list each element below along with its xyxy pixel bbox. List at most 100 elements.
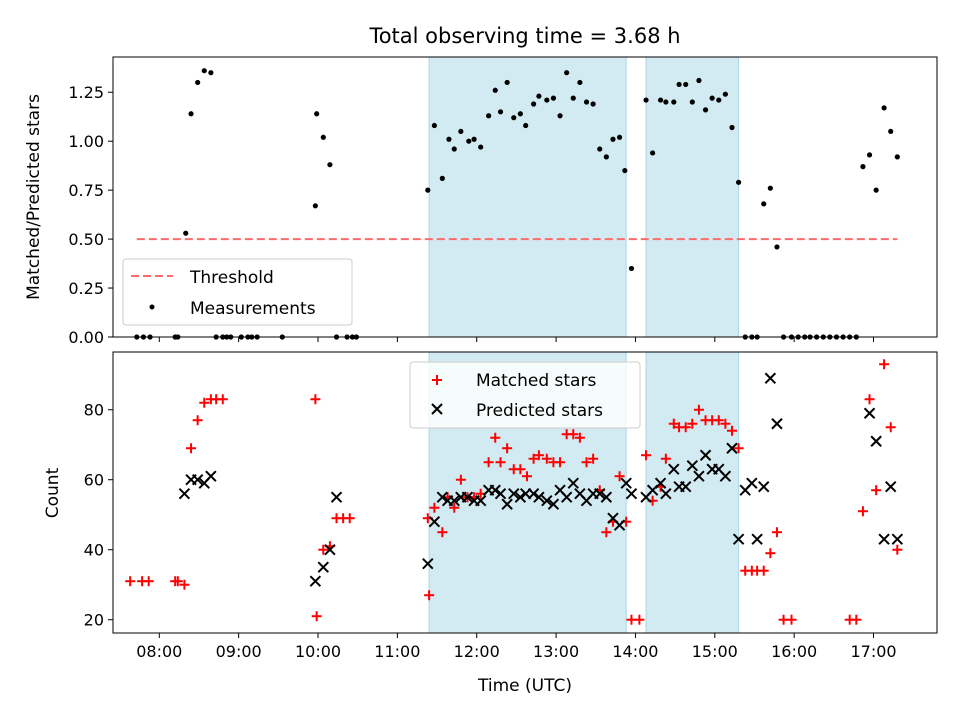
ratio-panel-ytick-label: 0.25: [68, 279, 104, 298]
count-panel-xtick-label: 15:00: [692, 642, 738, 661]
matched-star-point: [588, 453, 599, 464]
measurement-point: [702, 107, 709, 113]
ratio-panel-frame: [112, 56, 938, 338]
predicted-star-point: [533, 491, 545, 503]
predicted-star-point: [494, 488, 507, 500]
matched-star-point: [733, 443, 744, 454]
measurement-point: [597, 146, 603, 152]
measurement-point: [320, 134, 326, 140]
matched-star-point: [871, 485, 882, 496]
matched-star-point: [455, 474, 466, 485]
measurement-point: [761, 201, 767, 207]
measurement-point: [517, 111, 523, 117]
matched-star-point: [765, 548, 776, 559]
predicted-star-point: [878, 533, 890, 545]
measurement-point: [716, 97, 722, 103]
predicted-star-point: [870, 435, 882, 447]
matched-star-point: [318, 544, 329, 555]
predicted-star-point: [693, 470, 705, 482]
matched-star-point: [502, 443, 513, 454]
measurement-point: [729, 124, 735, 131]
predicted-star-point: [330, 491, 343, 503]
matched-star-point: [693, 404, 704, 415]
ratio-panel-ylabel: Matched/Predicted stars: [24, 94, 44, 300]
matched-star-point: [424, 590, 435, 601]
matched-star-point: [217, 394, 228, 405]
predicted-star-point: [613, 519, 626, 531]
predicted-star-point: [422, 558, 434, 570]
measurement-point: [511, 115, 517, 121]
measurement-point: [466, 138, 472, 144]
measurement-point: [722, 91, 728, 97]
matched-star-point: [726, 425, 737, 436]
predicted-star-point: [625, 488, 638, 500]
matched-star-point: [885, 422, 896, 433]
measurement-point: [195, 79, 201, 86]
measurement-point: [431, 122, 437, 129]
legend-predicted-swatch: [431, 403, 443, 415]
predicted-star-point: [527, 488, 540, 500]
measurement-point: [536, 93, 542, 99]
matched-star-point: [199, 397, 210, 408]
matched-star-point: [449, 502, 460, 513]
measurement-point: [570, 95, 576, 101]
matched-star-point: [879, 359, 890, 370]
measurement-point: [643, 97, 649, 103]
measurement-point: [497, 109, 504, 115]
ratio-panel-ytick-label: 0.75: [68, 181, 104, 200]
predicted-star-point: [863, 407, 876, 419]
count-panel-xtick-label: 12:00: [454, 642, 500, 661]
measurement-point: [881, 105, 887, 111]
predicted-star-point: [620, 477, 632, 489]
measurement-point: [590, 101, 596, 107]
measurement-point: [894, 154, 900, 160]
matched-star-point: [634, 614, 645, 625]
measurement-point: [550, 95, 557, 101]
measurement-point: [622, 167, 628, 174]
predicted-star-point: [758, 481, 770, 493]
predicted-star-point: [660, 488, 672, 500]
measurement-point: [663, 99, 669, 105]
predicted-star-point: [719, 470, 732, 482]
measurement-point: [696, 77, 702, 84]
measurement-point: [458, 128, 464, 135]
matched-star-point: [192, 415, 203, 426]
matched-star-point: [533, 450, 544, 461]
measurement-point: [188, 111, 194, 117]
measurement-point: [201, 68, 207, 74]
measurement-point: [689, 99, 695, 105]
count-panel-frame: [112, 351, 938, 634]
measurement-point: [683, 81, 689, 88]
predicted-star-point: [489, 484, 501, 496]
predicted-star-point: [885, 481, 897, 493]
predicted-star-point: [514, 491, 527, 503]
count-panel: 20 40 60 80 08:00 09:00 10:00 11:00 12:00 13:00 14…: [43, 351, 938, 696]
measurement-point: [671, 99, 677, 105]
predicted-star-point: [428, 516, 441, 528]
ratio-panel: 0.00 0.25 0.50 0.75 1.00 1.25 Matched/Predict…: [24, 56, 938, 347]
matched-star-point: [495, 457, 506, 468]
measurement-point: [650, 150, 656, 156]
matched-star-point: [857, 506, 868, 517]
measurement-point: [439, 175, 445, 181]
matched-star-point: [521, 471, 532, 482]
count-panel-xlabel: Time (UTC): [477, 676, 572, 696]
predicted-star-point: [436, 491, 449, 503]
predicted-star-point: [891, 533, 904, 545]
matched-star-point: [660, 453, 671, 464]
measurement-point: [610, 136, 616, 142]
predicted-star-point: [746, 477, 758, 489]
predicted-star-point: [594, 488, 606, 500]
predicted-star-point: [560, 491, 573, 503]
ratio-panel-shaded-interval: [428, 56, 627, 338]
measurement-point: [676, 81, 682, 88]
matched-star-point: [555, 457, 566, 468]
matched-star-point: [143, 576, 154, 587]
legend-matched-label: Matched stars: [476, 371, 596, 391]
ratio-panel-legend: Threshold Measurements: [122, 258, 353, 326]
measurement-point: [616, 134, 623, 140]
matched-star-point: [311, 611, 322, 622]
predicted-star-point: [654, 477, 667, 489]
matched-star-point: [483, 457, 494, 468]
